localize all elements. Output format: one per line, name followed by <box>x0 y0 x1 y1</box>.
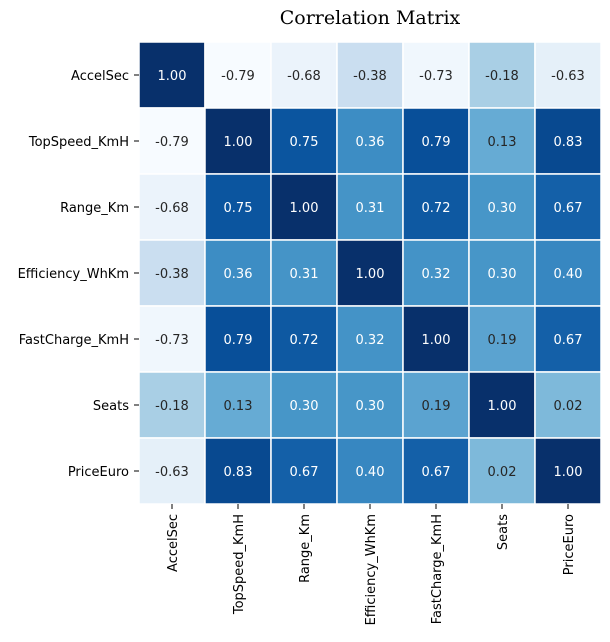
cell-value-label: -0.68 <box>287 69 321 84</box>
row-tick-label: Seats <box>93 399 129 414</box>
row-tick-label: FastCharge_KmH <box>19 333 129 348</box>
heatmap-cell <box>402 173 470 241</box>
cell-value-label: 0.67 <box>554 333 583 348</box>
heatmap-cell <box>270 107 338 175</box>
heatmap-cell <box>534 173 602 241</box>
heatmap-cell <box>138 239 206 307</box>
cell-value-label: -0.38 <box>155 267 189 282</box>
cell-value-label: -0.68 <box>155 201 189 216</box>
row-tick-label: AccelSec <box>71 69 129 84</box>
cell-value-label: 0.30 <box>356 399 385 414</box>
cell-value-label: 1.00 <box>224 135 253 150</box>
heatmap-cell <box>270 173 338 241</box>
row-tick-labels: AccelSec TopSpeed_KmH Range_Km Efficiency_W… <box>18 69 139 480</box>
cell-value-label: 0.02 <box>554 399 583 414</box>
cell-value-label: 0.30 <box>488 267 517 282</box>
row-tick-label: PriceEuro <box>68 465 129 480</box>
cell-value-label: 0.72 <box>422 201 451 216</box>
cell-value-label: -0.63 <box>155 465 189 480</box>
heatmap-cell <box>138 437 206 505</box>
cell-value-label: 0.79 <box>224 333 253 348</box>
cell-value-label: 0.75 <box>224 201 253 216</box>
cell-value-label: 0.13 <box>224 399 253 414</box>
cell-value-label: -0.63 <box>551 69 585 84</box>
cell-value-label: 1.00 <box>488 399 517 414</box>
heatmap-cell <box>534 437 602 505</box>
cell-value-label: 0.13 <box>488 135 517 150</box>
heatmap-cells: 1.00 -0.79 -0.68 -0.38 -0.73 -0.18 -0.63 -0.79 1… <box>138 41 602 505</box>
cell-value-label: 0.83 <box>554 135 583 150</box>
cell-value-label: 1.00 <box>290 201 319 216</box>
column-tick-label: Seats <box>496 514 511 550</box>
heatmap-cell <box>270 437 338 505</box>
cell-value-label: 0.79 <box>422 135 451 150</box>
cell-value-label: 0.40 <box>554 267 583 282</box>
column-tick-label: TopSpeed_KmH <box>232 514 247 615</box>
cell-value-label: 0.02 <box>488 465 517 480</box>
cell-value-label: 0.72 <box>290 333 319 348</box>
heatmap-cell <box>468 41 536 109</box>
cell-value-label: -0.73 <box>419 69 453 84</box>
heatmap-cell <box>138 41 206 109</box>
cell-value-label: 0.36 <box>224 267 253 282</box>
heatmap-cell <box>468 173 536 241</box>
heatmap-cell <box>468 437 536 505</box>
cell-value-label: 0.31 <box>356 201 385 216</box>
heatmap-cell <box>138 371 206 439</box>
cell-value-label: -0.79 <box>221 69 255 84</box>
row-tick-label: Efficiency_WhKm <box>18 267 129 282</box>
heatmap-cell <box>336 437 404 505</box>
cell-value-label: 1.00 <box>422 333 451 348</box>
heatmap-cell <box>402 107 470 175</box>
cell-value-label: 0.67 <box>290 465 319 480</box>
cell-value-label: 1.00 <box>554 465 583 480</box>
cell-value-label: 0.67 <box>554 201 583 216</box>
cell-value-label: 0.75 <box>290 135 319 150</box>
cell-value-label: 0.83 <box>224 465 253 480</box>
heatmap-cell <box>534 371 602 439</box>
cell-value-label: 0.19 <box>422 399 451 414</box>
heatmap-cell <box>534 107 602 175</box>
column-tick-label: Efficiency_WhKm <box>364 514 379 625</box>
cell-value-label: 0.19 <box>488 333 517 348</box>
heatmap-cell <box>402 371 470 439</box>
heatmap-cell <box>138 305 206 373</box>
cell-value-label: 0.31 <box>290 267 319 282</box>
heatmap-cell <box>204 173 272 241</box>
cell-value-label: 0.30 <box>488 201 517 216</box>
cell-value-label: 0.32 <box>422 267 451 282</box>
heatmap-cell <box>204 239 272 307</box>
cell-value-label: -0.38 <box>353 69 387 84</box>
cell-value-label: 0.67 <box>422 465 451 480</box>
cell-value-label: -0.73 <box>155 333 189 348</box>
cell-value-label: 0.40 <box>356 465 385 480</box>
cell-value-label: 1.00 <box>356 267 385 282</box>
cell-value-label: -0.79 <box>155 135 189 150</box>
heatmap-cell <box>336 371 404 439</box>
cell-value-label: -0.18 <box>155 399 189 414</box>
cell-value-label: -0.18 <box>485 69 519 84</box>
column-tick-label: PriceEuro <box>562 514 577 575</box>
heatmap-cell <box>402 437 470 505</box>
chart-title: Correlation Matrix <box>280 7 461 29</box>
cell-value-label: 0.36 <box>356 135 385 150</box>
cell-value-label: 0.30 <box>290 399 319 414</box>
column-tick-label: FastCharge_KmH <box>430 514 445 624</box>
heatmap-cell <box>336 173 404 241</box>
heatmap-cell <box>204 41 272 109</box>
heatmap-cell <box>270 305 338 373</box>
column-tick-labels: AccelSec TopSpeed_KmH Range_Km Efficiency_W… <box>166 504 577 625</box>
column-tick-label: AccelSec <box>166 514 181 572</box>
row-tick-label: TopSpeed_KmH <box>28 135 129 150</box>
heatmap-cell <box>468 239 536 307</box>
heatmap-cell <box>534 239 602 307</box>
cell-value-label: 0.32 <box>356 333 385 348</box>
heatmap-cell <box>204 371 272 439</box>
cell-value-label: 1.00 <box>158 69 187 84</box>
row-tick-label: Range_Km <box>60 201 129 216</box>
column-tick-label: Range_Km <box>298 514 313 583</box>
